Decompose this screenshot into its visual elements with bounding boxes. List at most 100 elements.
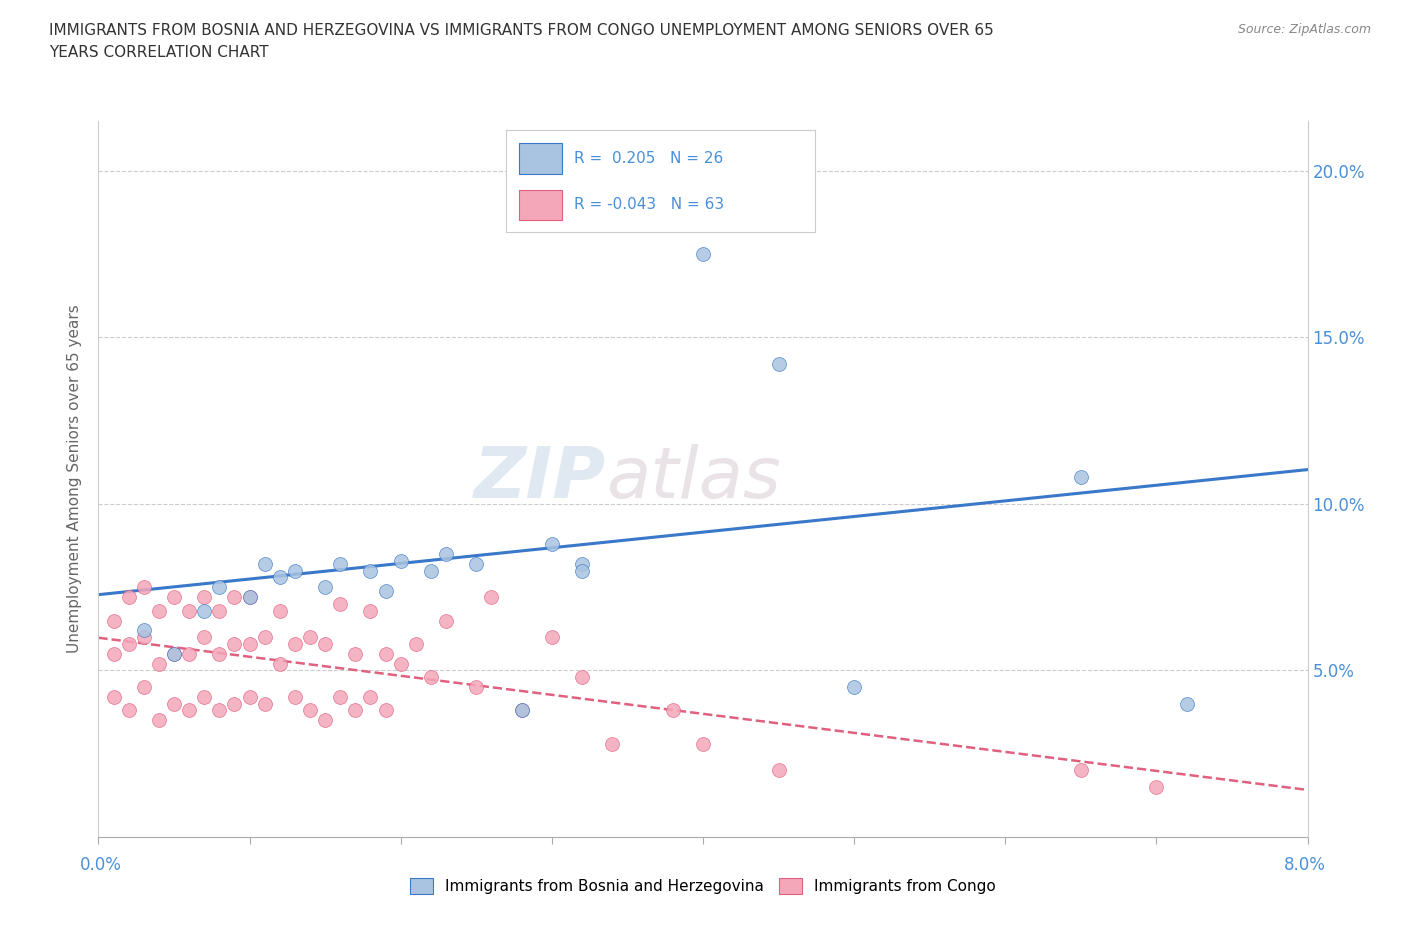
Point	[602, 737, 624, 751]
Point	[1070, 763, 1092, 777]
Point	[540, 630, 562, 644]
Point	[510, 703, 533, 718]
Point	[344, 646, 367, 661]
Point	[571, 670, 593, 684]
Point	[208, 579, 231, 594]
Point	[329, 596, 352, 611]
Point	[344, 703, 367, 718]
Point	[208, 646, 231, 661]
Point	[1146, 779, 1168, 794]
Point	[284, 636, 307, 651]
Point	[179, 603, 201, 618]
Point	[768, 356, 790, 371]
Point	[389, 553, 412, 568]
Point	[329, 690, 352, 705]
Point	[224, 590, 246, 604]
Point	[208, 603, 231, 618]
Point	[103, 646, 125, 661]
Point	[118, 703, 141, 718]
Point	[360, 690, 382, 705]
Point	[239, 590, 262, 604]
Point	[148, 657, 170, 671]
Point	[132, 680, 155, 695]
Point	[132, 623, 155, 638]
Point	[434, 547, 457, 562]
Point	[661, 197, 683, 212]
Point	[132, 630, 155, 644]
Point	[299, 703, 322, 718]
Point	[481, 590, 503, 604]
Legend: Immigrants from Bosnia and Herzegovina, Immigrants from Congo: Immigrants from Bosnia and Herzegovina, …	[411, 879, 995, 895]
Point	[224, 636, 246, 651]
Text: 0.0%: 0.0%	[80, 856, 122, 873]
Point	[269, 570, 291, 585]
Point	[269, 603, 291, 618]
Point	[179, 703, 201, 718]
Point	[405, 636, 427, 651]
Point	[661, 703, 683, 718]
Point	[163, 646, 186, 661]
Point	[253, 630, 276, 644]
Point	[571, 556, 593, 571]
Point	[163, 697, 186, 711]
Point	[118, 636, 141, 651]
Point	[389, 657, 412, 671]
Point	[224, 697, 246, 711]
Point	[692, 737, 714, 751]
Point	[374, 646, 396, 661]
Point	[314, 579, 336, 594]
Point	[193, 630, 215, 644]
Point	[193, 690, 215, 705]
Point	[132, 579, 155, 594]
Point	[163, 590, 186, 604]
Point	[844, 680, 866, 695]
Point	[253, 556, 276, 571]
Point	[118, 590, 141, 604]
Point	[148, 713, 170, 728]
Point	[284, 563, 307, 578]
Point	[269, 657, 291, 671]
Point	[299, 630, 322, 644]
Point	[193, 590, 215, 604]
Point	[208, 703, 231, 718]
Point	[314, 636, 336, 651]
Point	[284, 690, 307, 705]
Point	[148, 603, 170, 618]
Point	[692, 246, 714, 261]
Point	[465, 556, 488, 571]
Point	[314, 713, 336, 728]
Point	[360, 563, 382, 578]
Point	[239, 636, 262, 651]
Text: ZIP: ZIP	[474, 445, 606, 513]
Point	[239, 690, 262, 705]
Text: R =  0.205   N = 26: R = 0.205 N = 26	[574, 152, 724, 166]
Text: YEARS CORRELATION CHART: YEARS CORRELATION CHART	[49, 45, 269, 60]
Point	[193, 603, 215, 618]
Text: IMMIGRANTS FROM BOSNIA AND HERZEGOVINA VS IMMIGRANTS FROM CONGO UNEMPLOYMENT AMO: IMMIGRANTS FROM BOSNIA AND HERZEGOVINA V…	[49, 23, 994, 38]
Point	[1175, 697, 1198, 711]
Point	[179, 646, 201, 661]
Point	[465, 680, 488, 695]
Point	[103, 613, 125, 628]
Text: atlas: atlas	[606, 445, 780, 513]
Point	[420, 670, 443, 684]
Point	[540, 537, 562, 551]
FancyBboxPatch shape	[519, 190, 562, 220]
Point	[1070, 470, 1092, 485]
Point	[374, 703, 396, 718]
Point	[571, 563, 593, 578]
Point	[329, 556, 352, 571]
Point	[253, 697, 276, 711]
Point	[434, 613, 457, 628]
Point	[360, 603, 382, 618]
Text: R = -0.043   N = 63: R = -0.043 N = 63	[574, 197, 724, 212]
Point	[239, 590, 262, 604]
Point	[768, 763, 790, 777]
Text: 8.0%: 8.0%	[1284, 856, 1326, 873]
Point	[103, 690, 125, 705]
Point	[374, 583, 396, 598]
Point	[163, 646, 186, 661]
Text: Source: ZipAtlas.com: Source: ZipAtlas.com	[1237, 23, 1371, 36]
Y-axis label: Unemployment Among Seniors over 65 years: Unemployment Among Seniors over 65 years	[67, 305, 83, 653]
FancyBboxPatch shape	[519, 143, 562, 174]
